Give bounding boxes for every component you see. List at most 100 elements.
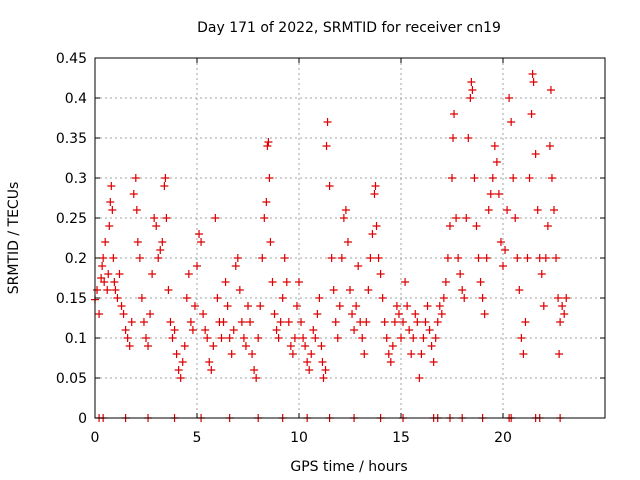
data-point xyxy=(131,174,140,182)
data-point xyxy=(401,278,410,286)
data-point xyxy=(399,318,408,326)
data-point xyxy=(318,358,327,366)
data-point xyxy=(290,334,299,342)
data-point xyxy=(403,302,412,310)
data-point xyxy=(313,310,322,318)
data-point xyxy=(329,286,338,294)
data-point xyxy=(537,270,546,278)
data-point xyxy=(467,78,476,86)
data-point xyxy=(409,334,418,342)
y-tick-label: 0.3 xyxy=(65,171,87,187)
data-point xyxy=(458,286,467,294)
data-point xyxy=(376,270,385,278)
y-tick-label: 0 xyxy=(78,411,87,427)
data-point xyxy=(213,294,222,302)
data-point xyxy=(476,278,485,286)
data-point xyxy=(150,214,159,222)
data-point xyxy=(172,350,181,358)
data-point xyxy=(448,174,456,182)
data-point xyxy=(366,254,375,262)
y-tick-label: 0.45 xyxy=(56,51,87,67)
data-point xyxy=(482,254,491,262)
data-point xyxy=(499,262,507,270)
data-point xyxy=(284,318,293,326)
data-point xyxy=(509,174,518,182)
data-point xyxy=(439,294,448,302)
data-point xyxy=(315,294,324,302)
data-point xyxy=(527,110,536,118)
data-point xyxy=(252,374,261,382)
data-point xyxy=(370,190,379,198)
data-point xyxy=(292,302,301,310)
data-point xyxy=(105,222,114,230)
data-point xyxy=(519,350,528,358)
data-point xyxy=(368,230,377,238)
data-point xyxy=(511,214,520,222)
data-point xyxy=(323,118,332,126)
data-point xyxy=(137,294,146,302)
data-point xyxy=(394,310,403,318)
data-point xyxy=(492,158,501,166)
data-point xyxy=(346,286,354,294)
data-point xyxy=(470,174,479,182)
data-point xyxy=(374,254,383,262)
y-tick-label: 0.2 xyxy=(65,251,87,267)
data-point xyxy=(488,174,497,182)
x-axis-label: GPS time / hours xyxy=(290,459,407,475)
data-point xyxy=(146,310,155,318)
data-point xyxy=(480,310,489,318)
data-point xyxy=(111,286,120,294)
data-point xyxy=(168,334,177,342)
data-point xyxy=(237,318,246,326)
y-tick-label: 0.1 xyxy=(65,331,87,347)
data-point xyxy=(270,310,279,318)
data-point xyxy=(437,310,446,318)
data-point xyxy=(322,142,331,150)
data-point xyxy=(142,334,150,342)
data-point xyxy=(554,294,563,302)
data-point xyxy=(227,350,236,358)
data-point xyxy=(392,302,401,310)
data-point xyxy=(235,286,244,294)
data-point xyxy=(523,254,532,262)
data-point xyxy=(295,278,303,286)
data-point xyxy=(378,294,387,302)
data-point xyxy=(280,254,289,262)
data-point xyxy=(178,358,187,366)
data-point xyxy=(225,334,234,342)
data-point xyxy=(176,374,185,382)
data-point xyxy=(106,198,115,206)
data-point xyxy=(546,86,555,94)
data-point xyxy=(148,270,157,278)
data-point xyxy=(182,294,191,302)
data-point xyxy=(531,150,540,158)
data-point xyxy=(468,86,477,94)
data-point xyxy=(107,182,116,190)
data-point xyxy=(539,302,548,310)
data-point xyxy=(161,174,170,182)
data-point xyxy=(109,254,118,262)
data-point xyxy=(558,302,567,310)
data-point xyxy=(254,334,263,342)
x-tick-label: 15 xyxy=(392,430,410,446)
data-point xyxy=(256,302,265,310)
data-point xyxy=(341,206,350,214)
data-point xyxy=(352,302,361,310)
data-point xyxy=(421,318,430,326)
data-point xyxy=(184,270,193,278)
data-point xyxy=(132,206,141,214)
data-points xyxy=(91,70,571,422)
data-point xyxy=(278,294,287,302)
data-point xyxy=(449,134,458,142)
data-point xyxy=(484,206,493,214)
data-point xyxy=(248,350,257,358)
data-point xyxy=(503,206,512,214)
data-point xyxy=(311,334,320,342)
data-point xyxy=(384,350,393,358)
data-point xyxy=(121,326,130,334)
data-point xyxy=(419,334,428,342)
data-point xyxy=(423,302,432,310)
data-point xyxy=(127,318,136,326)
data-point xyxy=(325,182,334,190)
